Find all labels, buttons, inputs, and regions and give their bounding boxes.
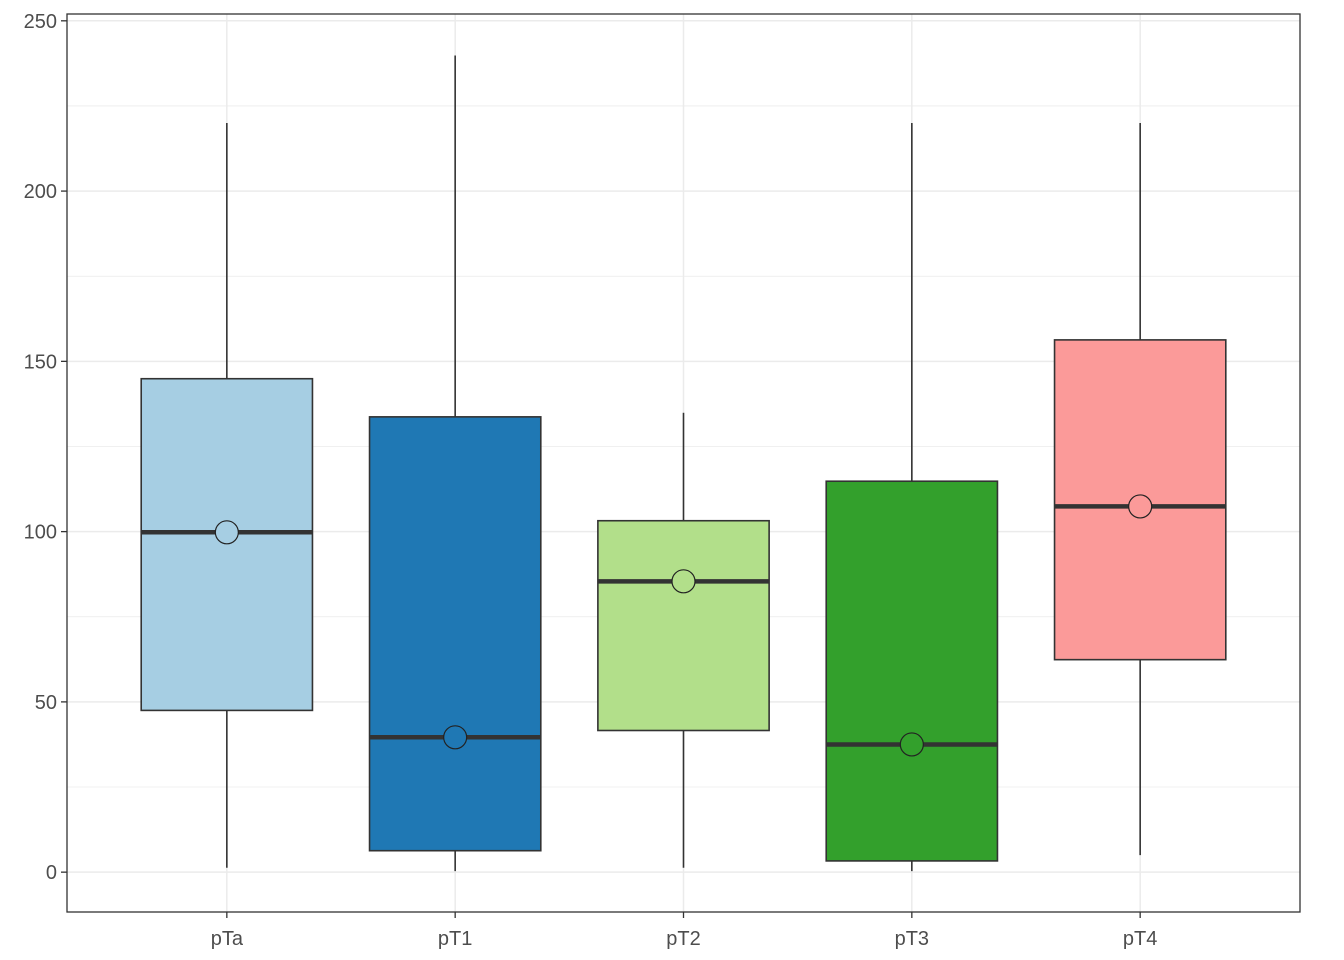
box-body: [140, 377, 314, 712]
box-body: [825, 480, 999, 862]
y-tick-label: 100: [24, 522, 57, 544]
mean-point: [214, 520, 239, 545]
box-pT4: [1053, 122, 1227, 856]
mean-point: [899, 732, 924, 757]
y-tick-label: 0: [46, 862, 57, 884]
y-axis: 0 50 100 150 200 250: [24, 11, 67, 884]
x-tick-label: pT4: [1123, 928, 1157, 950]
box-pT1: [368, 55, 542, 872]
y-tick-label: 200: [24, 181, 57, 203]
x-tick-label: pT2: [666, 928, 700, 950]
y-tick-label: 50: [35, 692, 57, 714]
box-body: [597, 519, 770, 732]
x-tick-label: pTa: [211, 928, 244, 950]
box-pT3: [825, 122, 999, 872]
mean-point: [1128, 494, 1153, 519]
y-tick-label: 250: [24, 11, 57, 33]
y-tick-label: 150: [24, 351, 57, 373]
x-tick-label: pT1: [438, 928, 472, 950]
x-tick-label: pT3: [895, 928, 929, 950]
boxes-layer: [140, 55, 1227, 872]
box-body: [368, 416, 542, 852]
mean-point: [671, 569, 696, 594]
x-axis: pTa pT1 pT2 pT3 pT4: [211, 912, 1157, 950]
box-pTa: [140, 122, 314, 868]
mean-point: [443, 725, 468, 750]
box-pT2: [597, 412, 770, 868]
